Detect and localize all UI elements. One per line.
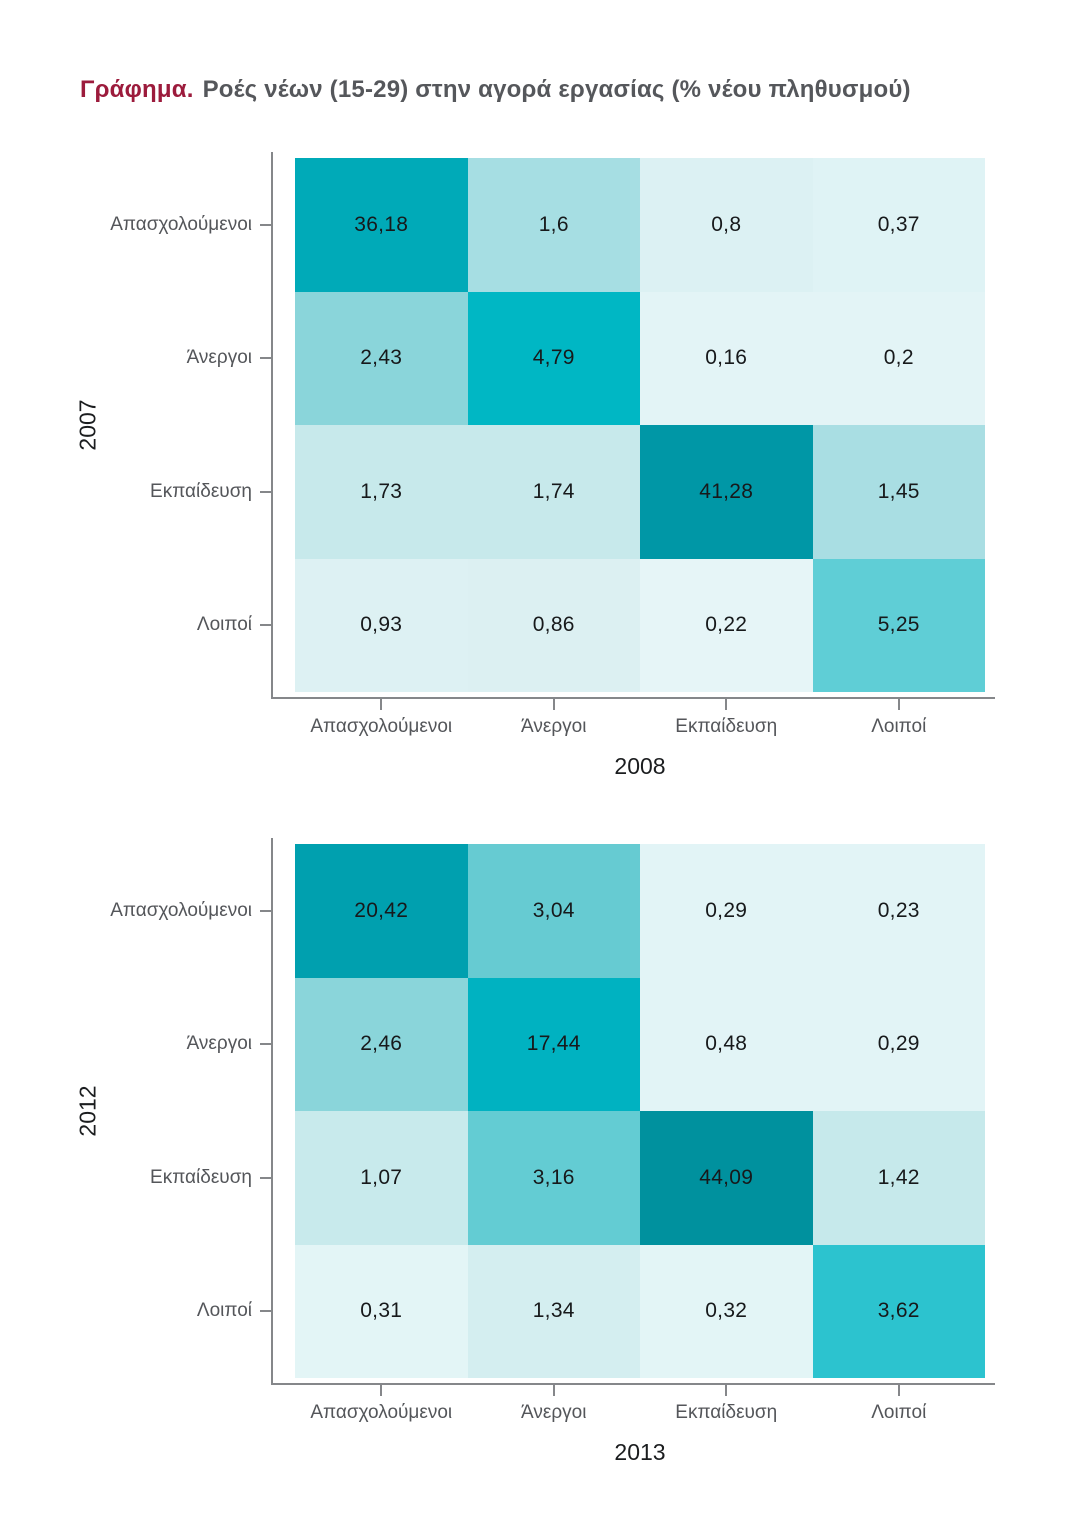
heatmap-cell: 0,2 (812, 291, 985, 425)
y-axis-label: Λοιποί (196, 614, 252, 636)
x-axis-tick (552, 1385, 555, 1396)
heatmap-cell: 4,79 (467, 291, 640, 425)
x-axis-tick (725, 1385, 728, 1396)
heatmap-cell: 0,93 (295, 558, 468, 692)
heatmap-cell: 1,07 (295, 1111, 468, 1245)
heatmap-cell: 36,18 (295, 158, 468, 292)
y-axis-label: Εκπαίδευση (150, 1166, 252, 1188)
y-axis-tick (260, 624, 272, 627)
heatmap-cell: 44,09 (640, 1111, 813, 1245)
y-axis-label: Εκπαίδευση (150, 480, 252, 502)
y-axis-label: Απασχολούμενοι (110, 213, 252, 235)
heatmap-cell: 1,45 (812, 425, 985, 559)
x-axis-label: Λοιποί (871, 1402, 927, 1423)
heatmap-cell: 0,32 (640, 1244, 813, 1378)
x-axis-label: Άνεργοι (521, 716, 587, 737)
y-axis-tick (260, 357, 272, 360)
heatmap-cell: 2,46 (295, 977, 468, 1111)
heatmap-cell: 2,43 (295, 291, 468, 425)
x-axis-tick (380, 699, 383, 710)
heatmap-cell: 0,23 (812, 844, 985, 978)
heatmap-cell: 1,74 (467, 425, 640, 559)
y-axis-title: 2007 (74, 399, 101, 451)
heatmap-2012-2013: 2012 Απασχολούμενοι Άνεργοι Εκπαίδευση Λοιπ… (0, 838, 1079, 1478)
y-axis-tick (260, 909, 272, 912)
heatmap-cell: 0,31 (295, 1244, 468, 1378)
x-axis-title: 2008 (614, 753, 666, 779)
heatmap-cell: 1,34 (467, 1244, 640, 1378)
heatmap-cell: 0,16 (640, 291, 813, 425)
heatmap-cell: 0,29 (812, 977, 985, 1111)
y-axis-tick (260, 223, 272, 226)
heatmap-cell: 0,29 (640, 844, 813, 978)
heatmap-cell: 5,25 (812, 558, 985, 692)
heatmap-cell: 20,42 (295, 844, 468, 978)
x-axis-label: Λοιποί (871, 716, 927, 737)
x-axis-tick (380, 1385, 383, 1396)
y-axis-title: 2012 (74, 1085, 101, 1137)
y-axis-tick (260, 490, 272, 493)
x-axis-tick (725, 699, 728, 710)
figure-title-prefix: Γράφημα. (80, 76, 194, 103)
figure-title: Γράφημα. Ροές νέων (15-29) στην αγορά εργ… (80, 76, 911, 104)
x-axis-label: Απασχολούμενοι (310, 716, 453, 737)
heatmap-cell: 1,42 (812, 1111, 985, 1245)
y-axis-label: Άνεργοι (186, 1033, 252, 1055)
heatmap-cell: 3,62 (812, 1244, 985, 1378)
y-axis-tick (260, 1176, 272, 1179)
x-axis-label: Απασχολούμενοι (310, 1402, 453, 1423)
y-axis-tick (260, 1310, 272, 1313)
heatmap-cell: 0,8 (640, 158, 813, 292)
x-axis-tick (552, 699, 555, 710)
y-axis-label: Λοιποί (196, 1300, 252, 1322)
heatmap-cell: 3,16 (467, 1111, 640, 1245)
x-axis-line (271, 697, 995, 699)
heatmap-cell: 0,22 (640, 558, 813, 692)
heatmap-cell: 41,28 (640, 425, 813, 559)
x-axis-tick (897, 1385, 900, 1396)
heatmap-cell: 17,44 (467, 977, 640, 1111)
x-axis-label: Εκπαίδευση (675, 716, 778, 737)
x-axis-label: Εκπαίδευση (675, 1402, 778, 1423)
heatmap-2007-2008: 2007 Απασχολούμενοι Άνεργοι Εκπαίδευση Λοιπ… (0, 152, 1079, 792)
y-axis-label: Απασχολούμενοι (110, 899, 252, 921)
heatmap-cell: 1,6 (467, 158, 640, 292)
figure-title-text: Ροές νέων (15-29) στην αγορά εργασίας (%… (202, 76, 911, 103)
heatmap-cell: 3,04 (467, 844, 640, 978)
heatmap-cell: 0,37 (812, 158, 985, 292)
heatmap-cell: 0,48 (640, 977, 813, 1111)
y-axis-line (271, 838, 273, 1385)
y-axis-line (271, 152, 273, 699)
x-axis-line (271, 1383, 995, 1385)
y-axis-tick (260, 1043, 272, 1046)
heatmap-cell: 1,73 (295, 425, 468, 559)
y-axis-label: Άνεργοι (186, 347, 252, 369)
x-axis-title: 2013 (614, 1439, 666, 1465)
x-axis-tick (897, 699, 900, 710)
heatmap-cell: 0,86 (467, 558, 640, 692)
x-axis-label: Άνεργοι (521, 1402, 587, 1423)
